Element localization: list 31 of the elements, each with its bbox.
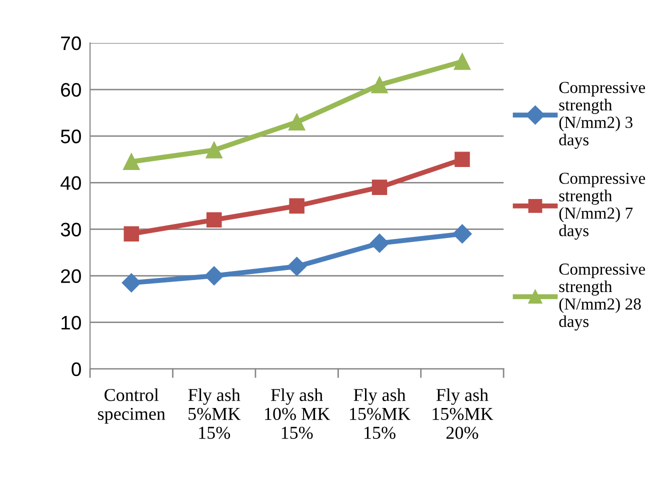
point [372, 180, 388, 195]
x-tick-label: Fly ash 15%MK 20% [432, 388, 494, 439]
point [370, 234, 390, 253]
point [288, 114, 306, 130]
y-tick-label: 0 [72, 362, 81, 376]
legend-label: Compressive strength (N/mm2) 3 days [559, 82, 646, 149]
point [452, 224, 472, 244]
y-tick-label: 10 [62, 316, 81, 330]
y-tick-label: 60 [61, 82, 81, 97]
point [287, 256, 306, 276]
x-tick-label: Control specimen [98, 388, 166, 424]
point [371, 76, 388, 94]
point [454, 53, 471, 70]
x-tick-label: Fly ash 10% MK 15% [265, 388, 330, 439]
y-tick-label: 40 [60, 176, 81, 190]
point [124, 226, 140, 242]
point [204, 266, 224, 286]
y-tick-label: 20 [61, 269, 81, 284]
y-tick-label: 70 [61, 36, 81, 50]
y-tick-label: 30 [60, 222, 81, 236]
point [454, 152, 470, 168]
point [122, 273, 141, 292]
legend-label: Compressive strength (N/mm2) 7 days [559, 172, 646, 240]
y-tick-label: 50 [60, 130, 81, 144]
point [123, 153, 140, 170]
x-tick-label: Fly ash 15%MK 15% [350, 388, 410, 439]
point [206, 212, 222, 228]
point [206, 142, 222, 158]
legend-label: Compressive strength (N/mm2) 28 days [559, 264, 646, 331]
x-tick-label: Fly ash 5%MK 15% [188, 388, 240, 439]
point [289, 198, 304, 214]
